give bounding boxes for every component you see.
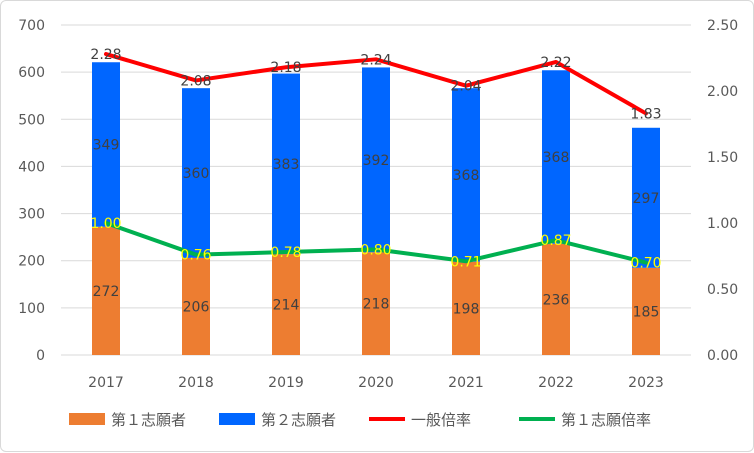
line-data-label: 2.24	[360, 52, 391, 68]
bar-data-label: 349	[93, 138, 120, 154]
line-data-label: 0.78	[270, 245, 301, 261]
series-line	[104, 52, 648, 116]
right-tick-label: 1.50	[707, 150, 738, 166]
bar-segment	[182, 257, 210, 355]
bar-segment	[92, 62, 120, 227]
bar-segment	[362, 67, 390, 253]
legend-swatch	[219, 413, 255, 425]
x-tick-label: 2023	[628, 375, 664, 391]
x-tick-label: 2017	[88, 375, 124, 391]
line-data-label: 2.04	[450, 79, 481, 95]
bar-segment	[362, 252, 390, 355]
bar-data-label: 297	[633, 191, 660, 207]
bar-segment	[272, 254, 300, 355]
bar-data-label: 198	[453, 301, 480, 317]
bar-segment	[452, 88, 480, 262]
bar-segment	[632, 127, 660, 268]
bar-data-label: 214	[273, 298, 300, 314]
legend-label: 第１志願倍率	[561, 411, 651, 429]
series-line	[104, 221, 648, 265]
line-data-label: 0.71	[450, 254, 481, 270]
bar-data-label: 236	[543, 292, 570, 308]
left-tick-label: 200	[18, 254, 45, 270]
bar-segment	[632, 267, 660, 355]
right-tick-label: 2.00	[707, 84, 738, 100]
x-tick-label: 2019	[268, 375, 304, 391]
bar-data-label: 383	[273, 157, 300, 173]
line-data-label: 0.76	[180, 248, 211, 264]
left-tick-label: 300	[18, 207, 45, 223]
left-tick-label: 600	[18, 65, 45, 81]
bar-data-label: 218	[363, 297, 390, 313]
bar-segment	[452, 261, 480, 355]
line-data-label: 2.28	[90, 47, 121, 63]
bar-segment	[542, 243, 570, 355]
bar-data-label: 206	[183, 299, 210, 315]
line-data-label: 2.18	[270, 60, 301, 76]
x-tick-label: 2020	[358, 375, 394, 391]
x-tick-label: 2021	[448, 375, 484, 391]
bar-data-label: 368	[543, 150, 570, 166]
x-tick-label: 2018	[178, 375, 214, 391]
legend-label: 一般倍率	[411, 411, 471, 429]
legend-label: 第１志願者	[111, 411, 186, 429]
left-tick-label: 400	[18, 159, 45, 175]
legend-label: 第２志願者	[261, 411, 336, 429]
line-data-label: 1.83	[630, 106, 661, 122]
left-tick-label: 500	[18, 112, 45, 128]
bar-data-label: 185	[633, 304, 660, 320]
bar-data-label: 368	[453, 168, 480, 184]
bar-segment	[542, 70, 570, 244]
left-tick-label: 100	[18, 301, 45, 317]
bar-segment	[272, 73, 300, 255]
line-data-label: 0.70	[630, 256, 661, 272]
line-data-label: 0.80	[360, 242, 391, 258]
line-data-label: 2.08	[180, 73, 211, 89]
left-tick-label: 0	[36, 348, 45, 364]
right-tick-label: 0.50	[707, 282, 738, 298]
line-data-label: 1.00	[90, 216, 121, 232]
bar-data-label: 392	[363, 153, 390, 169]
right-tick-label: 2.50	[707, 18, 738, 34]
legend-swatch	[69, 413, 105, 425]
bar-data-label: 272	[93, 284, 120, 300]
line-data-label: 0.87	[540, 233, 571, 249]
bar-segment	[182, 88, 210, 258]
left-tick-label: 700	[18, 18, 45, 34]
bar-segment	[92, 226, 120, 355]
x-tick-label: 2022	[538, 375, 574, 391]
bar-data-label: 360	[183, 166, 210, 182]
line-data-label: 2.22	[540, 55, 571, 71]
right-tick-label: 1.00	[707, 216, 738, 232]
right-tick-label: 0.00	[707, 348, 738, 364]
